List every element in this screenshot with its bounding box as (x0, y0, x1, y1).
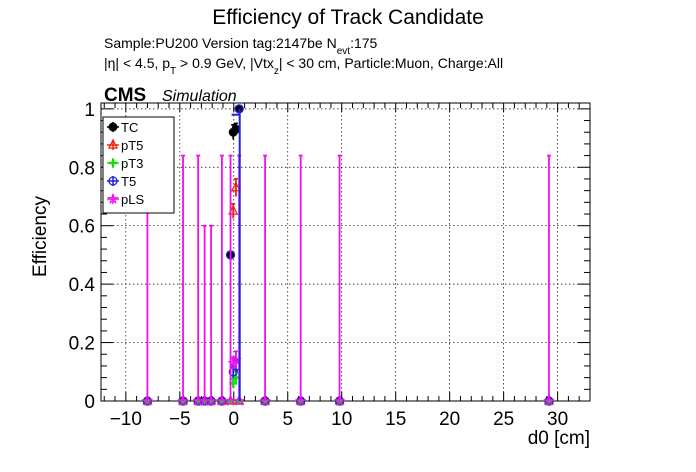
marker-shape (543, 394, 555, 406)
legend-marker (108, 122, 118, 132)
legend-entry-pt5: pT5 (107, 138, 143, 153)
legend: TC pT5 pT3 T5 pLS (102, 116, 175, 214)
marker-shape (216, 394, 228, 406)
data-point (224, 394, 237, 406)
legend-entries: TC pT5 pT3 T5 pLS (107, 120, 144, 207)
marker-shape (224, 394, 237, 406)
legend-entry-t5: T5 (107, 174, 136, 189)
x-tick-label: 5 (282, 409, 293, 430)
data-point (294, 394, 307, 406)
marker-shape (233, 394, 246, 406)
x-tick-label: 10 (331, 409, 352, 430)
cuts-part-1: |η| < 4.5, p (104, 55, 170, 71)
data-point (177, 394, 189, 406)
marker-shape (230, 181, 241, 192)
x-tick-label: 25 (493, 409, 514, 430)
marker-shape (259, 394, 271, 406)
chart-title: Efficiency of Track Candidate (212, 6, 484, 29)
x-tick-label: −5 (169, 409, 191, 430)
x-tick-label: 15 (385, 409, 406, 430)
marker-shape (109, 159, 117, 167)
marker-shape (294, 394, 307, 406)
x-tick-label: 20 (439, 409, 460, 430)
legend-marker (109, 159, 117, 167)
x-tick-label: 0 (228, 409, 239, 430)
y-tick-label: 0.4 (69, 275, 96, 296)
cms-label: CMS (104, 85, 146, 106)
sample-info-subscript: evt (337, 46, 351, 57)
cuts-part-2: > 0.9 GeV, |Vtx (176, 55, 274, 71)
y-tick-label: 0.8 (69, 158, 95, 179)
marker-shape (333, 394, 346, 406)
data-point (259, 394, 271, 406)
data-point (543, 394, 555, 406)
marker-shape (177, 394, 189, 406)
marker-shape (141, 394, 154, 406)
x-tick-label: −10 (110, 409, 142, 430)
marker-shape (108, 122, 118, 132)
series-pls (141, 154, 555, 406)
marker-shape (107, 138, 119, 149)
x-tick-label: 30 (547, 409, 568, 430)
data-marks (141, 104, 555, 406)
legend-label: T5 (121, 174, 136, 189)
marker-shape (205, 394, 217, 406)
legend-marker (107, 138, 119, 149)
sample-info-suffix: :175 (350, 35, 377, 51)
data-point (230, 181, 241, 192)
legend-marker (108, 176, 118, 186)
marker-shape (108, 176, 118, 186)
y-tick-label: 0.2 (69, 334, 95, 355)
y-tick-label: 0.6 (69, 217, 95, 238)
legend-marker (107, 192, 119, 204)
legend-label: pT3 (121, 156, 143, 171)
cuts-subscript-z: z (274, 66, 279, 77)
selection-cuts-line: |η| < 4.5, pT > 0.9 GeV, |Vtxz| < 30 cm,… (104, 55, 503, 77)
data-point (141, 394, 154, 406)
y-axis-title: Efficiency (30, 196, 51, 277)
cuts-part-3: | < 30 cm, Particle:Muon, Charge:All (279, 55, 503, 71)
legend-box (102, 116, 175, 214)
y-tick-label: 0 (84, 392, 95, 413)
data-point (205, 394, 217, 406)
legend-entry-tc: TC (107, 120, 138, 135)
data-point (333, 394, 346, 406)
marker-shape (107, 192, 119, 204)
legend-entry-pls: pLS (107, 192, 144, 207)
legend-label: pT5 (121, 138, 143, 153)
sample-info-prefix: Sample:PU200 Version tag:2147be N (104, 35, 337, 51)
data-point (216, 394, 228, 406)
y-tick-label: 1 (84, 100, 95, 121)
legend-label: TC (121, 120, 138, 135)
legend-label: pLS (121, 192, 144, 207)
sample-info-line: Sample:PU200 Version tag:2147be Nevt:175 (104, 35, 378, 57)
data-point (233, 394, 246, 406)
legend-entry-pt3: pT3 (107, 156, 143, 171)
x-axis-title: d0 [cm] (528, 428, 590, 449)
cuts-subscript-t: T (170, 66, 176, 77)
simulation-label: Simulation (162, 88, 237, 105)
